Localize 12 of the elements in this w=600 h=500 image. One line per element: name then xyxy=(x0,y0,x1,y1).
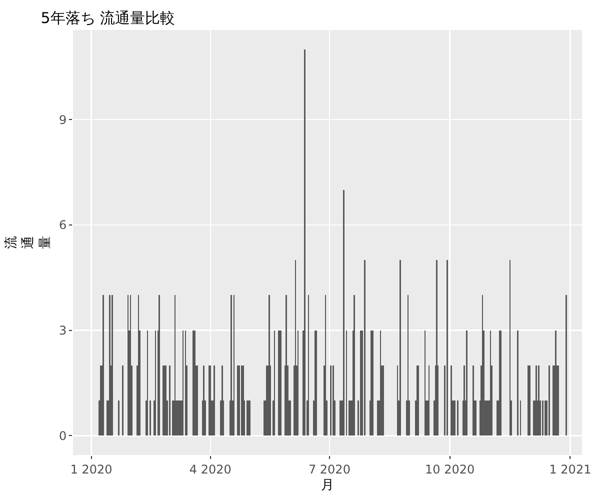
chart-title: 5年落ち 流通量比較 xyxy=(40,9,176,27)
x-axis-title: 月 xyxy=(321,478,334,493)
x-tick-label: 4 2020 xyxy=(189,462,232,476)
x-tick-label: 1 2020 xyxy=(70,462,112,476)
y-tick-label: 6 xyxy=(58,218,67,232)
y-tick-label: 3 xyxy=(58,324,67,338)
y-tick-label: 0 xyxy=(58,428,67,443)
x-tick-label: 7 2020 xyxy=(308,462,350,476)
x-tick-label: 1 2021 xyxy=(549,462,592,476)
y-tick-label: 9 xyxy=(58,112,67,127)
y-axis-title: 流通量 xyxy=(3,236,53,249)
x-tick-label: 10 2020 xyxy=(425,462,475,476)
